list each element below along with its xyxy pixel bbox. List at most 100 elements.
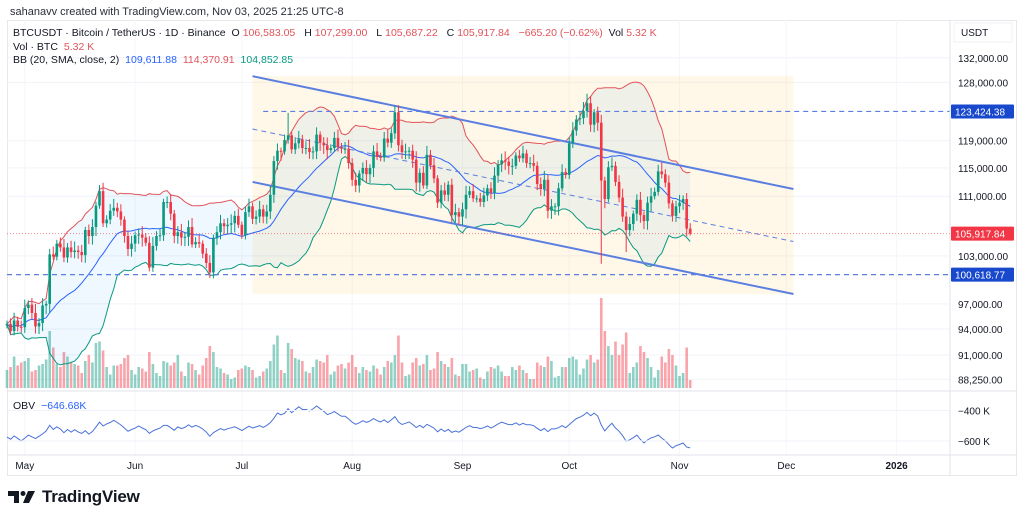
candle-body [44,303,48,306]
volume-bar [30,371,34,388]
volume-bar [575,359,578,388]
ohlc-low: L 105,687.22 [376,27,438,39]
volume-bar [19,362,23,388]
time-axis-tick: 2026 [885,461,908,472]
volume-bar [16,365,19,388]
candle-body [308,148,311,153]
legend-row-obv[interactable]: OBV −646.68K [13,400,89,412]
candle-body [27,304,30,308]
price-unit: USDT [961,28,988,39]
candle-body [172,213,176,237]
volume-bar [91,362,94,388]
candle-body [19,326,23,328]
legend-row-volume[interactable]: Vol · BTC 5.32 K [13,41,97,53]
volume-bar [432,368,436,388]
volume-bar [557,376,560,388]
volume-bar [564,367,567,388]
candle-body [361,167,365,174]
legend-row-bb[interactable]: BB (20, SMA, close, 2) 109,611.88 114,37… [13,54,296,66]
candle-body [130,243,133,249]
volume-bar [87,355,91,388]
volume-inline: Vol 5.32 K [608,27,657,39]
volume-bar [457,376,461,388]
candle-body [76,250,80,253]
bb-lower-value: 104,852.85 [240,54,294,66]
candle-body [169,201,172,214]
volume-bar [27,358,30,388]
candle-body [436,178,439,203]
candle-body [646,202,649,222]
volume-bar [148,352,151,388]
candle-body [30,304,34,313]
candle-body [461,209,464,217]
volume-bar [486,371,489,388]
level-price-label: 100,618.77 [955,271,1005,282]
candle-body [201,243,205,254]
volume-bar [585,359,589,388]
volume-bar [671,355,674,388]
volume-bar [66,356,69,388]
volume-bar [503,376,507,388]
candle-body [98,191,101,206]
candle-body [390,133,393,143]
symbol-title[interactable]: BTCUSDT · Bitcoin / TetherUS · 1D · Bina… [13,27,226,39]
candle-body [108,210,112,220]
volume-bar [567,358,571,388]
candle-body [582,110,585,119]
volume-bar [286,343,290,388]
candle-body [372,151,375,168]
candle-body [621,197,624,217]
volume-bar [347,362,350,388]
candle-body [151,245,155,268]
candle-body [66,247,69,258]
candle-body [610,165,614,168]
bb-upper-value: 114,370.91 [182,54,235,66]
last-price-label: 105,917.84 [955,230,1005,241]
candle-body [180,232,183,238]
volume-bar [592,362,596,388]
volume-bar [365,370,368,388]
volume-bar [621,344,624,388]
candle-body [511,165,514,167]
candle-body [518,155,521,159]
candle-body [596,112,600,123]
volume-bar [429,370,432,388]
volume-bar [382,367,386,388]
candle-body [5,323,9,326]
candle-body [325,145,329,151]
volume-bar [254,377,258,388]
volume-bars [5,298,692,388]
candle-body [322,142,326,146]
candle-body [69,247,73,253]
candle-body [575,119,578,131]
axes: −400 K −600 K USDT 132,000.00 128,000.00 119,… [7,20,1017,476]
time-axis-tick: Nov [671,461,689,472]
candle-body [73,250,76,253]
candle-body [208,262,212,273]
volume-bar [475,368,479,388]
price-axis-tick: 97,000.00 [958,300,1003,311]
candle-body [311,151,315,153]
volume-bar [293,358,297,388]
volume-bar [688,380,692,388]
candle-body [667,182,671,204]
candle-body [318,134,322,143]
tradingview-logo[interactable]: TradingView [8,487,140,507]
candle-body [535,165,539,185]
obv-axis-tick: −600 K [958,437,990,448]
candle-body [343,148,347,150]
candle-body [382,138,386,158]
candle-body [240,224,244,236]
volume-bar [48,331,52,388]
candle-body [123,219,126,237]
candle-body [254,216,258,219]
volume-bar [190,364,194,388]
volume-bar [119,364,123,388]
candle-body [333,137,336,149]
candle-body [51,254,55,257]
volume-bar [550,361,553,388]
candle-body [133,235,137,244]
volume-bar [41,364,44,388]
volume-bar [69,362,73,388]
